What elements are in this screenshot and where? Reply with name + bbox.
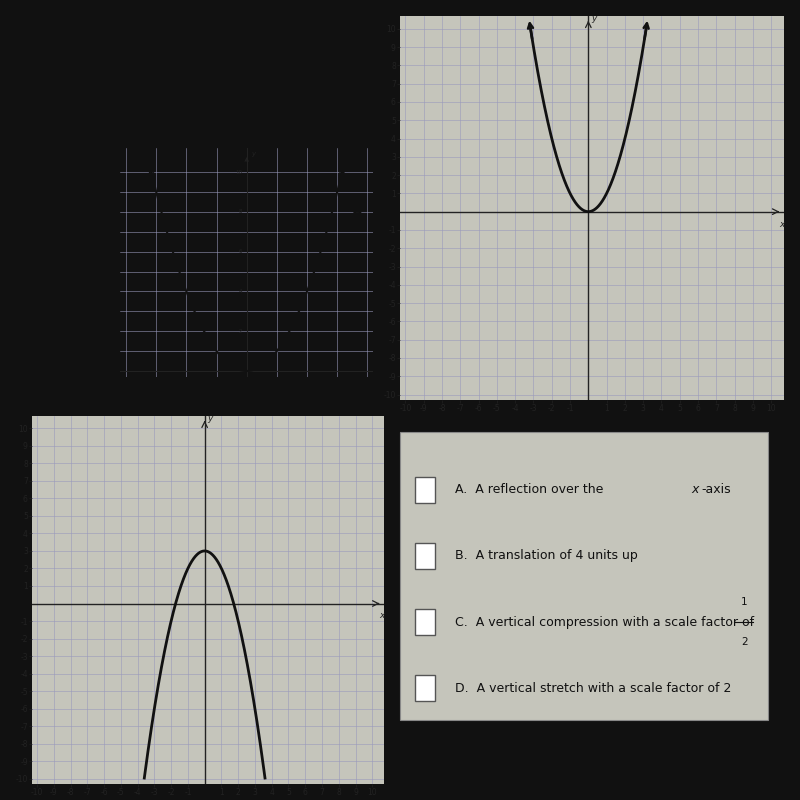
Text: y: y — [591, 14, 597, 23]
Bar — [414, 609, 435, 635]
Text: y: y — [207, 414, 212, 423]
Text: graph B? Choose all that apply.: graph B? Choose all that apply. — [50, 74, 212, 84]
Bar — [414, 675, 435, 702]
Bar — [414, 477, 435, 502]
Text: B.  A translation of 4 units up: B. A translation of 4 units up — [455, 550, 638, 562]
Text: x: x — [380, 611, 385, 620]
Text: D.  A vertical stretch with a scale factor of 2: D. A vertical stretch with a scale facto… — [455, 682, 731, 695]
FancyBboxPatch shape — [400, 432, 768, 720]
Text: 2: 2 — [741, 638, 747, 647]
Text: 1: 1 — [741, 597, 747, 607]
Text: C.  A vertical compression with a scale factor of: C. A vertical compression with a scale f… — [455, 615, 754, 629]
Text: x: x — [779, 220, 785, 229]
Text: A:: A: — [353, 205, 369, 218]
Bar — [414, 543, 435, 569]
Text: A.  A reflection over the: A. A reflection over the — [455, 483, 607, 496]
Text: Which transformations, when performed together, would carry graph A onto: Which transformations, when performed to… — [50, 42, 449, 53]
Text: x: x — [692, 483, 699, 496]
Text: -axis: -axis — [702, 483, 731, 496]
